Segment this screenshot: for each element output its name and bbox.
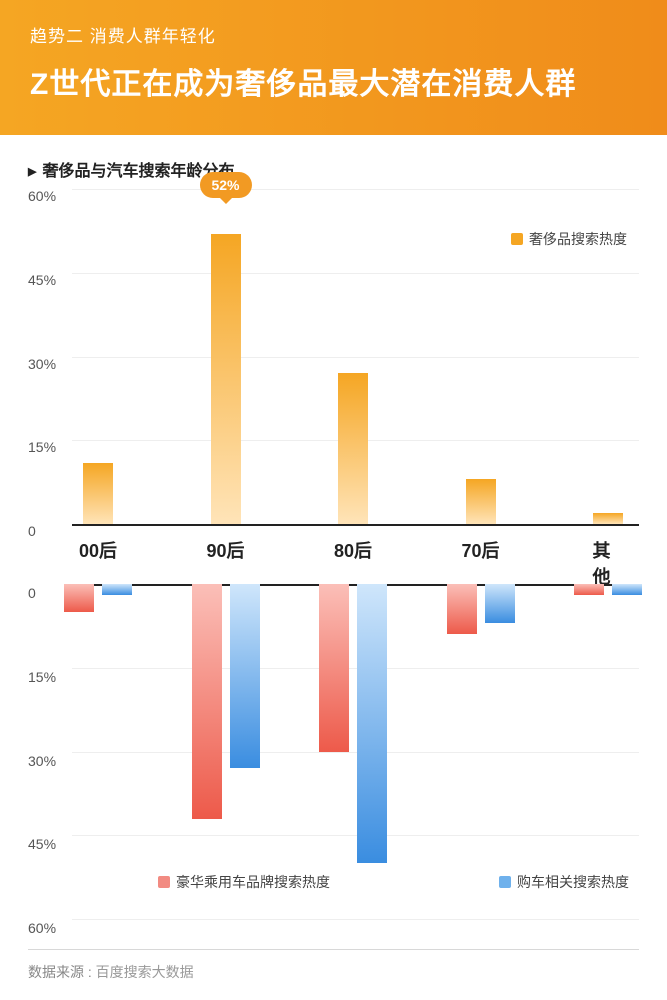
x-category-label: 80后 — [334, 537, 372, 563]
ytick-top: 15% — [28, 439, 72, 455]
chart-top: 60%45%30%15%0 52% 奢侈品搜索热度 — [28, 189, 639, 524]
legend-label-luxury-car: 豪华乘用车品牌搜索热度 — [176, 874, 330, 890]
ytick-top: 30% — [28, 356, 72, 372]
footer-source: 数据来源 : 百度搜索大数据 — [28, 949, 639, 982]
callout-bubble: 52% — [199, 172, 251, 198]
x-category-label: 其他 — [593, 537, 624, 589]
bar-car-purchase — [357, 584, 387, 863]
page-title: Z世代正在成为奢侈品最大潜在消费人群 — [30, 59, 637, 103]
footer-label: 数据来源 : — [28, 964, 92, 980]
bar-car-purchase — [485, 584, 515, 623]
section-title: 奢侈品与汽车搜索年龄分布 — [28, 157, 639, 181]
kicker-text: 趋势二 消费人群年轻化 — [30, 22, 637, 47]
footer-value: 百度搜索大数据 — [96, 964, 194, 980]
bar-car-purchase — [612, 584, 642, 595]
content-area: 奢侈品与汽车搜索年龄分布 60% 45% 30% 15% 0 52% 奢侈品搜索热度 0… — [0, 135, 667, 1000]
ytick-bottom: 60% — [28, 920, 72, 936]
ytick-bottom: 15% — [28, 669, 72, 685]
bar-luxury-car — [64, 584, 94, 612]
bar-car-purchase — [102, 584, 132, 595]
bar-luxury-car — [319, 584, 349, 752]
ytick-top: 0 — [28, 523, 72, 539]
x-category-label: 70后 — [461, 537, 499, 563]
bar-luxury — [211, 234, 241, 524]
bottom-bars — [78, 584, 639, 919]
bottom-plot — [78, 584, 639, 919]
x-category-label: 00后 — [79, 537, 117, 563]
bar-luxury — [593, 513, 623, 524]
mirror-bar-chart: 60%45%30%15%0 52% 奢侈品搜索热度 00后90后80后70后其他… — [28, 189, 639, 954]
x-axis: 00后90后80后70后其他 — [78, 529, 639, 579]
ytick-top: 60% — [28, 188, 72, 204]
bar-luxury-car — [447, 584, 477, 634]
bar-car-purchase — [230, 584, 260, 768]
bar-luxury-car — [192, 584, 222, 819]
x-category-label: 90后 — [206, 537, 244, 563]
bar-luxury — [83, 463, 113, 524]
ytick-bottom: 45% — [28, 836, 72, 852]
ytick-bottom: 30% — [28, 753, 72, 769]
legend-bottom: 豪华乘用车品牌搜索热度 购车相关搜索热度 — [158, 872, 629, 892]
bar-luxury — [338, 373, 368, 524]
legend-label-car-purchase: 购车相关搜索热度 — [517, 874, 629, 890]
bar-luxury-car — [574, 584, 604, 595]
gridline-bottom — [72, 919, 639, 920]
bar-luxury — [466, 479, 496, 524]
legend-label-luxury: 奢侈品搜索热度 — [529, 231, 627, 247]
ytick-top: 45% — [28, 272, 72, 288]
legend-top: 奢侈品搜索热度 — [511, 229, 627, 249]
chart-bottom: 015%30%45%60% 豪华乘用车品牌搜索热度购车相关搜索热度 — [28, 584, 639, 919]
header-banner: 趋势二 消费人群年轻化 Z世代正在成为奢侈品最大潜在消费人群 — [0, 0, 667, 135]
baseline-top — [72, 524, 639, 526]
